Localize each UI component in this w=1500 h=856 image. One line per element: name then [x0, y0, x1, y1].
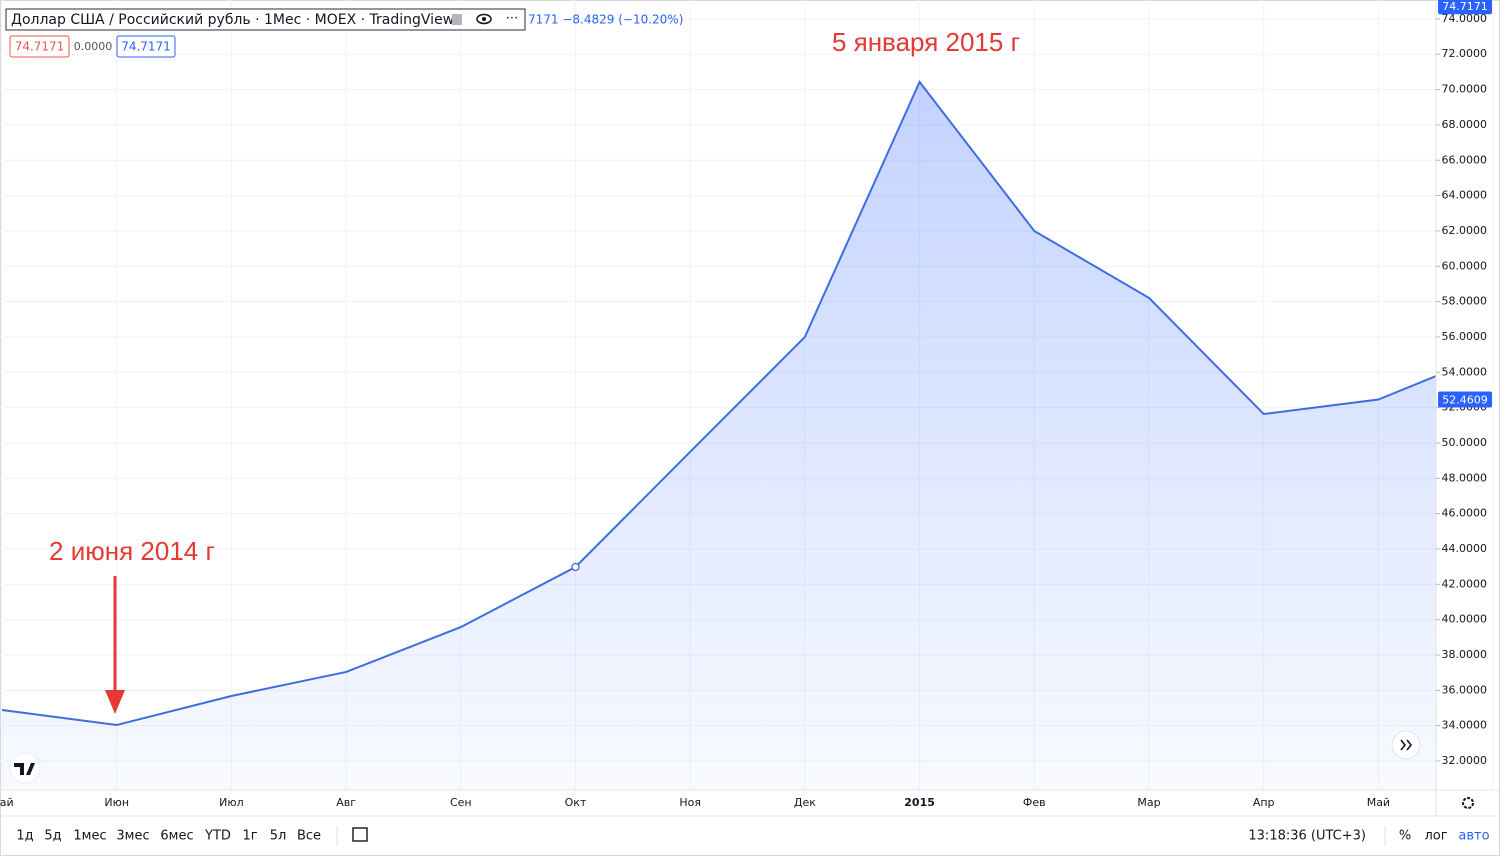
- x-tick-label: 2015: [904, 796, 935, 809]
- x-tick-label: Дек: [794, 796, 816, 809]
- y-tick-label: 44.0000: [1442, 542, 1488, 555]
- axes: 32.0000 34.0000 36.0000 38.0000 40.0000 42.00…: [0, 0, 1492, 809]
- price-tag: [1438, 0, 1492, 15]
- y-tick-label: 56.0000: [1442, 330, 1488, 343]
- x-tick-label: Сен: [450, 796, 472, 809]
- legend-value: 74.7171: [15, 40, 65, 54]
- y-tick-label: 50.0000: [1442, 436, 1488, 449]
- range-button[interactable]: 6мес: [160, 829, 193, 844]
- legend-title: Доллар США / Российский рубль · 1Мес · M…: [11, 12, 454, 28]
- toolbar: 1д 5д 1мес 3мес 6мес YTD 1г 5л Все 13:18:36 (UTC+…: [16, 826, 1490, 846]
- annotation-arrow-head: [105, 690, 125, 714]
- range-button[interactable]: 5д: [44, 829, 61, 844]
- y-tick-label: 32.0000: [1442, 754, 1488, 767]
- y-tick-label: 72.0000: [1442, 47, 1488, 60]
- plot: [1, 80, 1436, 790]
- eye-icon[interactable]: [476, 13, 492, 25]
- y-tick-label: 36.0000: [1442, 683, 1488, 696]
- y-tick-label: 70.0000: [1442, 83, 1488, 96]
- y-tick-label: 42.0000: [1442, 577, 1488, 590]
- y-tick-label: 68.0000: [1442, 118, 1488, 131]
- area-fill: [2, 81, 1436, 790]
- settings-icon[interactable]: [1462, 797, 1474, 809]
- y-tick-label: 34.0000: [1442, 719, 1488, 732]
- legend-value: 0.0000: [74, 40, 113, 53]
- legend-value: 74.7171: [121, 40, 171, 54]
- line: [1, 80, 1436, 726]
- x-tick-label: Фев: [1023, 796, 1046, 809]
- price-tag: [1438, 391, 1492, 408]
- y-tick-label: 46.0000: [1442, 507, 1488, 520]
- x-tick-label: Май: [1367, 796, 1390, 809]
- percent-toggle[interactable]: %: [1399, 829, 1411, 844]
- more-icon[interactable]: ···: [506, 12, 518, 27]
- x-tick-label: Окт: [565, 796, 587, 809]
- range-button[interactable]: 1г: [242, 829, 257, 844]
- eye-icon: [482, 17, 486, 21]
- range-button[interactable]: 3мес: [116, 829, 149, 844]
- clock[interactable]: 13:18:36 (UTC+3): [1248, 829, 1366, 844]
- annotation: 2 июня 2014 г: [49, 536, 215, 566]
- legend-value-box: [9, 35, 70, 58]
- x-tick-label: Мар: [1137, 796, 1160, 809]
- legend-value-box: [116, 35, 176, 58]
- x-tick-label: Ноя: [679, 796, 701, 809]
- y-tick-label: 48.0000: [1442, 471, 1488, 484]
- annotation: 5 января 2015 г: [832, 27, 1020, 57]
- legend-change: 7171 −8.4829 (−10.20%): [528, 13, 683, 27]
- log-toggle[interactable]: лог: [1424, 829, 1447, 844]
- x-tick-label: Май: [0, 796, 14, 809]
- x-tick-label: Июл: [219, 796, 244, 809]
- price-tag-label: 74.7171: [1442, 0, 1488, 13]
- y-tick-label: 40.0000: [1442, 613, 1488, 626]
- y-tick-label: 64.0000: [1442, 189, 1488, 202]
- y-tick-label: 38.0000: [1442, 648, 1488, 661]
- date-range-icon[interactable]: [352, 827, 368, 842]
- scroll-icon: [1400, 739, 1413, 751]
- logo[interactable]: [9, 752, 41, 784]
- x-tick-label: Авг: [336, 796, 356, 809]
- legend-box[interactable]: [5, 8, 526, 31]
- x-tick-label: Июн: [104, 796, 129, 809]
- y-tick-label: 58.0000: [1442, 295, 1488, 308]
- y-tick-label: 54.0000: [1442, 365, 1488, 378]
- range-button[interactable]: 1д: [16, 829, 33, 844]
- y-tick-label: 66.0000: [1442, 153, 1488, 166]
- logo: [14, 763, 35, 775]
- y-tick-label: 62.0000: [1442, 224, 1488, 237]
- crosshair-point: [571, 562, 580, 572]
- price-tag-label: 52.4609: [1442, 393, 1488, 406]
- auto-toggle[interactable]: авто: [1458, 829, 1489, 844]
- y-tick-label: 74.0000: [1442, 12, 1488, 25]
- range-button[interactable]: 1мес: [73, 829, 106, 844]
- range-button[interactable]: YTD: [204, 829, 231, 844]
- x-tick-label: Апр: [1253, 796, 1275, 809]
- range-button[interactable]: Все: [297, 829, 321, 844]
- y-tick-label: 60.0000: [1442, 259, 1488, 272]
- icon[interactable]: [452, 14, 462, 25]
- range-button[interactable]: 5л: [270, 829, 287, 844]
